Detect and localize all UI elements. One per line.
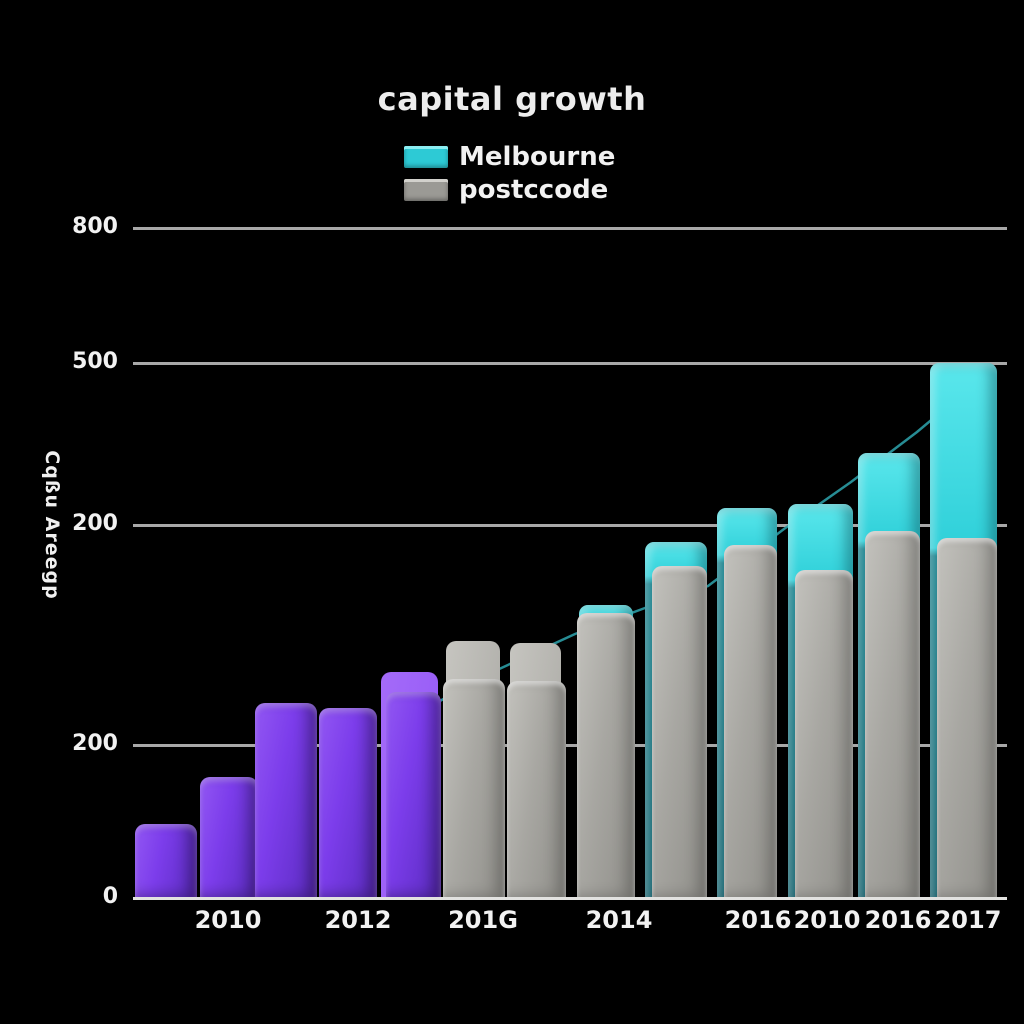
bar-gray [507, 681, 566, 898]
bar-purple [135, 824, 197, 898]
x-tick-label: 2014 [585, 906, 653, 934]
bar-purple [255, 703, 317, 898]
x-tick-label: 2010 [793, 906, 861, 934]
chart-title: capital growth [377, 80, 647, 118]
gridline [133, 227, 1007, 230]
y-tick-label: 200 [72, 511, 118, 536]
x-tick-label: 2016 [864, 906, 932, 934]
x-tick-label: 201G [448, 906, 518, 934]
bar-gray [443, 679, 505, 898]
melbourne-label: Melbourne [459, 142, 616, 172]
bar-postccode-gray [865, 531, 920, 898]
melbourne-swatch-icon [404, 146, 448, 168]
x-tick-label: 2010 [194, 906, 262, 934]
x-tick-label: 2016 [724, 906, 792, 934]
y-tick-label: 0 [102, 884, 118, 909]
bar-postccode-gray [652, 566, 707, 898]
postccode-label: postccode [459, 175, 609, 205]
bar-postccode-gray [795, 570, 853, 898]
bar-postccode-gray [724, 545, 777, 898]
legend-item-melbourne: Melbourne [404, 144, 615, 170]
y-tick-label: 500 [72, 349, 118, 374]
legend-item-postccode: postccode [404, 177, 615, 203]
bar-purple [200, 777, 258, 898]
bar-postccode-gray [937, 538, 997, 898]
bar-postccode-gray [577, 613, 635, 898]
gridline [133, 524, 1007, 527]
bar-purple [319, 708, 377, 898]
y-tick-label: 800 [72, 214, 118, 239]
gridline [133, 744, 1007, 747]
gridline [133, 897, 1007, 900]
x-tick-label: 2012 [324, 906, 392, 934]
legend: Melbourne postccode [404, 144, 615, 203]
bar-purple [386, 692, 441, 898]
postccode-swatch-icon [404, 179, 448, 201]
y-tick-label: 200 [72, 731, 118, 756]
gridline [133, 362, 1007, 365]
x-tick-label: 2017 [934, 906, 1002, 934]
